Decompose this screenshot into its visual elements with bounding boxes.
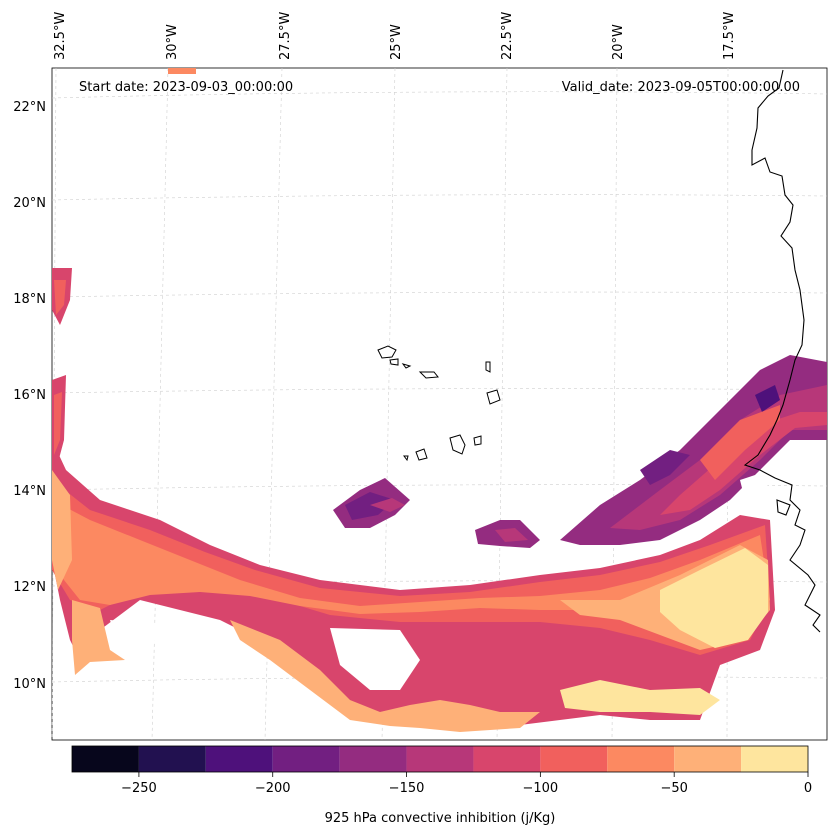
island [389, 358, 399, 366]
coast-band-c200 [640, 450, 690, 485]
gridline-lat [51, 388, 828, 394]
mid-blob-c125 [495, 528, 528, 542]
colorbar-tick-label: −150 [389, 781, 425, 796]
lat-label: 10°N [13, 677, 46, 692]
colorbar-tick-label: −250 [121, 781, 157, 796]
island [403, 455, 409, 462]
gridline-lat [51, 291, 828, 298]
colorbar-tick-label: −200 [255, 781, 291, 796]
island [473, 435, 482, 446]
lat-label: 20°N [13, 196, 46, 211]
coast-band-c100 [660, 412, 827, 515]
lat-label: 12°N [13, 580, 46, 595]
colorbar-swatch [339, 746, 407, 772]
gridline-lat [51, 484, 828, 491]
colorbar-swatch [473, 746, 541, 772]
plot-area: Start date: 2023-09-03_00:00:00 Valid_da… [51, 67, 828, 741]
lat-label: 14°N [13, 484, 46, 499]
colorbar-swatch [741, 746, 808, 772]
west-strip-upper-c75 [54, 280, 66, 315]
colorbar-swatch [607, 746, 675, 772]
colorbar-frame [71, 745, 809, 773]
lat-label: 18°N [13, 292, 46, 307]
band-c50 [52, 500, 770, 630]
colorbar-swatch [272, 746, 340, 772]
africa-coast-inlet [776, 499, 791, 516]
colorbar-tick-label: 0 [804, 781, 812, 796]
south-c0 [560, 680, 720, 715]
lon-label: 25°W [389, 24, 404, 60]
band-outer [52, 440, 775, 725]
cin-field [52, 68, 827, 732]
sw-c25 [72, 600, 125, 675]
island [401, 363, 412, 369]
lon-label: 30°W [165, 24, 180, 60]
band-c0 [660, 548, 768, 648]
south-tail-c25 [230, 620, 540, 732]
field-gaps [110, 470, 770, 690]
lon-label: 20°W [611, 24, 626, 60]
colorbar-swatch [138, 746, 206, 772]
longitude-labels: 32.5°W 30°W 27.5°W 25°W 22.5°W 20°W 17.5… [53, 12, 737, 60]
colorbar-ticks: −250 −200 −150 −100 −50 0 [121, 772, 812, 796]
island [418, 371, 439, 379]
island [486, 389, 501, 405]
start-date-label: Start date: 2023-09-03_00:00:00 [79, 80, 293, 95]
colorbar-swatches [72, 746, 808, 772]
island [415, 448, 428, 461]
gridline-lat [51, 676, 828, 683]
cape-verde-islands [377, 345, 501, 462]
colorbar-tick-label: −50 [660, 781, 687, 796]
colorbar-swatch [205, 746, 273, 772]
lon-label: 27.5°W [278, 12, 293, 60]
colorbar-tick-label: −100 [523, 781, 559, 796]
central-blob-inner [345, 492, 395, 520]
top-patch [168, 68, 196, 74]
colorbar-swatch [674, 746, 742, 772]
colorbar-label: 925 hPa convective inhibition (j/Kg) [325, 811, 556, 826]
island [485, 361, 491, 373]
right-inner-c75 [700, 405, 780, 480]
coast-band-c225 [755, 385, 780, 412]
lon-label: 22.5°W [500, 12, 515, 60]
lat-label: 16°N [13, 388, 46, 403]
gridline-lat [51, 194, 828, 201]
valid-date-label: Valid_date: 2023-09-05T00:00:00.00 [562, 80, 800, 95]
central-blob-c125 [370, 498, 405, 512]
west-strip-mid-c75 [54, 392, 62, 455]
island [377, 345, 397, 359]
lon-label: 17.5°W [722, 12, 737, 60]
lat-label: 22°N [13, 100, 46, 115]
colorbar-swatch [72, 746, 139, 772]
africa-coast [743, 69, 821, 633]
coastline [743, 69, 821, 633]
colorbar-swatch [540, 746, 608, 772]
latitude-labels: 22°N 20°N 18°N 16°N 14°N 12°N 10°N [13, 100, 46, 692]
colorbar-swatch [406, 746, 474, 772]
gridline-lat [51, 91, 828, 99]
west-c25 [52, 470, 72, 590]
lon-label: 32.5°W [53, 12, 68, 60]
island [449, 434, 466, 455]
colorbar: −250 −200 −150 −100 −50 0 925 hPa convective … [71, 745, 812, 826]
